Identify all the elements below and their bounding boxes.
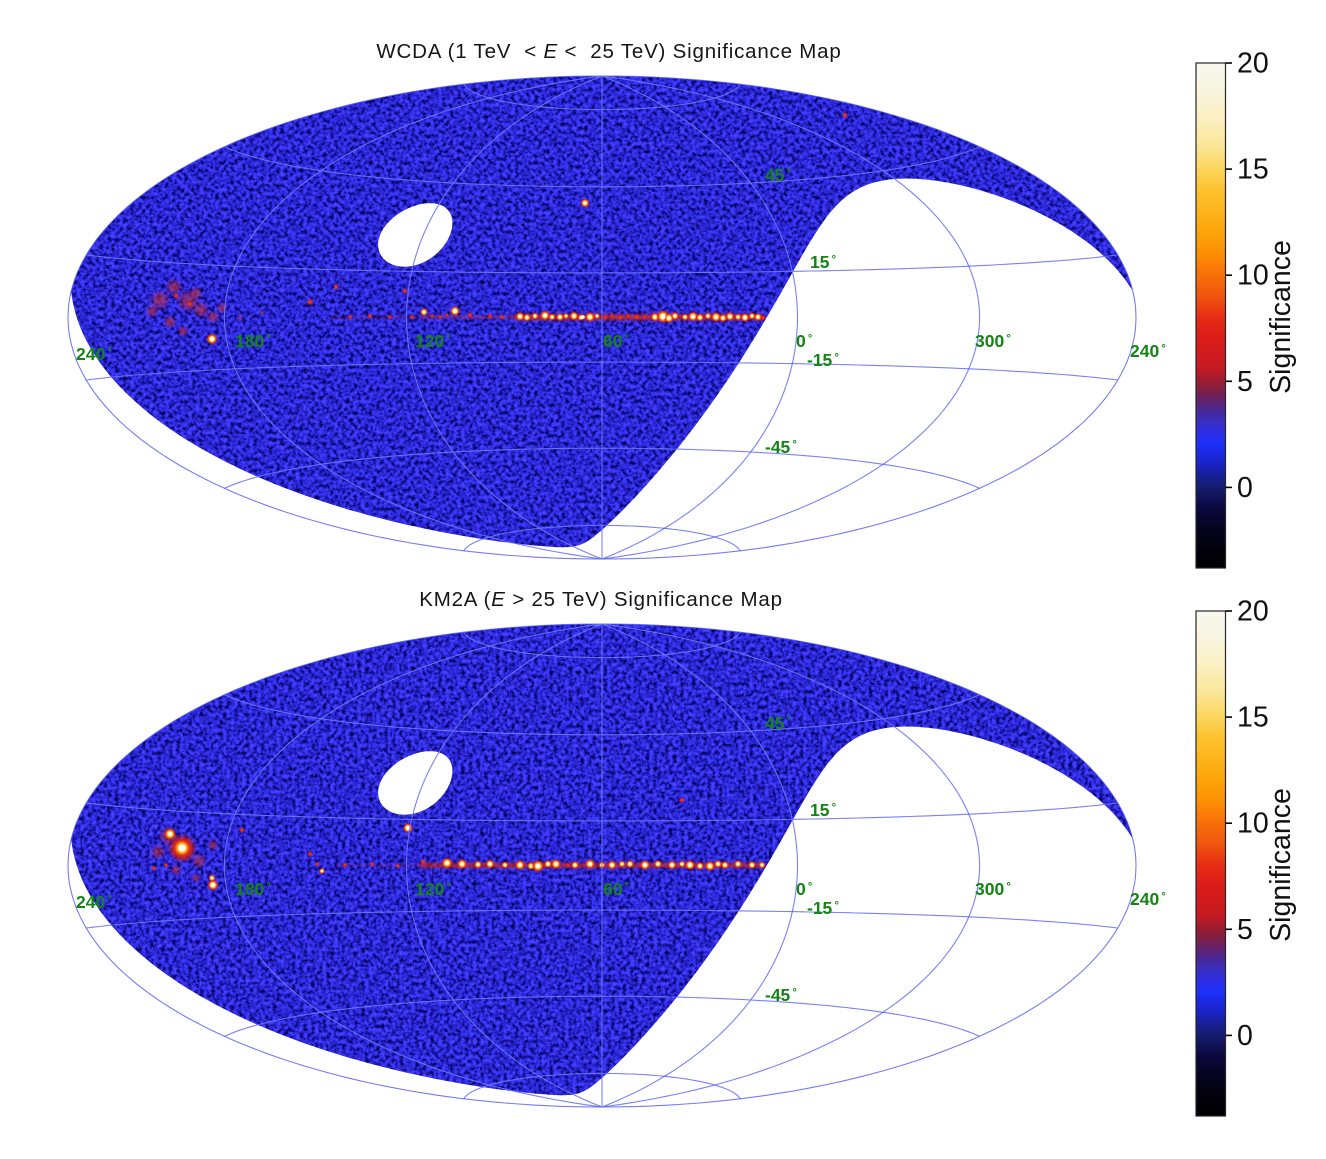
svg-text:120 °: 120 ° [415, 879, 451, 899]
svg-text:0: 0 [1237, 1020, 1253, 1052]
svg-text:-15 °: -15 ° [807, 350, 839, 370]
svg-text:240 °: 240 ° [76, 892, 112, 912]
svg-text:-15 °: -15 ° [807, 898, 839, 918]
svg-text:5: 5 [1237, 366, 1253, 398]
svg-text:180 °: 180 ° [235, 331, 271, 351]
svg-text:180 °: 180 ° [235, 879, 271, 899]
svg-text:0: 0 [1237, 472, 1253, 504]
svg-text:WCDA (1 TeV < E < 25 TeV) Si: WCDA (1 TeV < E < 25 TeV) Significance M… [376, 40, 841, 63]
svg-text:20: 20 [1237, 596, 1269, 628]
svg-text:10: 10 [1237, 808, 1269, 840]
svg-text:5: 5 [1237, 914, 1253, 946]
svg-text:15: 15 [1237, 154, 1269, 186]
svg-text:300 °: 300 ° [975, 879, 1011, 899]
svg-text:KM2A (E > 25 TeV) Significance: KM2A (E > 25 TeV) Significance Map [419, 588, 783, 611]
svg-text:-45 °: -45 ° [765, 437, 797, 457]
svg-text:240 °: 240 ° [76, 344, 112, 364]
svg-text:Significance: Significance [1265, 240, 1297, 394]
svg-text:300 °: 300 ° [975, 331, 1011, 351]
svg-text:Significance: Significance [1265, 788, 1297, 942]
svg-text:10: 10 [1237, 260, 1269, 292]
svg-text:240 °: 240 ° [1130, 889, 1166, 909]
svg-text:15: 15 [1237, 702, 1269, 734]
svg-text:-45 °: -45 ° [765, 985, 797, 1005]
svg-text:20: 20 [1237, 48, 1269, 80]
svg-text:120 °: 120 ° [415, 331, 451, 351]
svg-text:240 °: 240 ° [1130, 341, 1166, 361]
